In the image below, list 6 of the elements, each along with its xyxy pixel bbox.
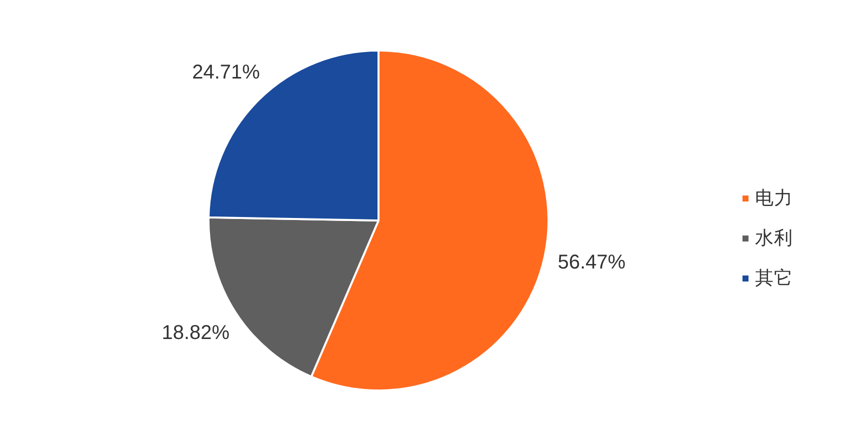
legend-label: 其它 bbox=[755, 266, 793, 290]
legend-label: 电力 bbox=[755, 186, 793, 210]
data-label: 56.47% bbox=[558, 251, 626, 274]
data-label: 24.71% bbox=[192, 62, 260, 84]
legend-label: 水利 bbox=[755, 226, 793, 250]
data-label: 18.82% bbox=[162, 322, 230, 344]
